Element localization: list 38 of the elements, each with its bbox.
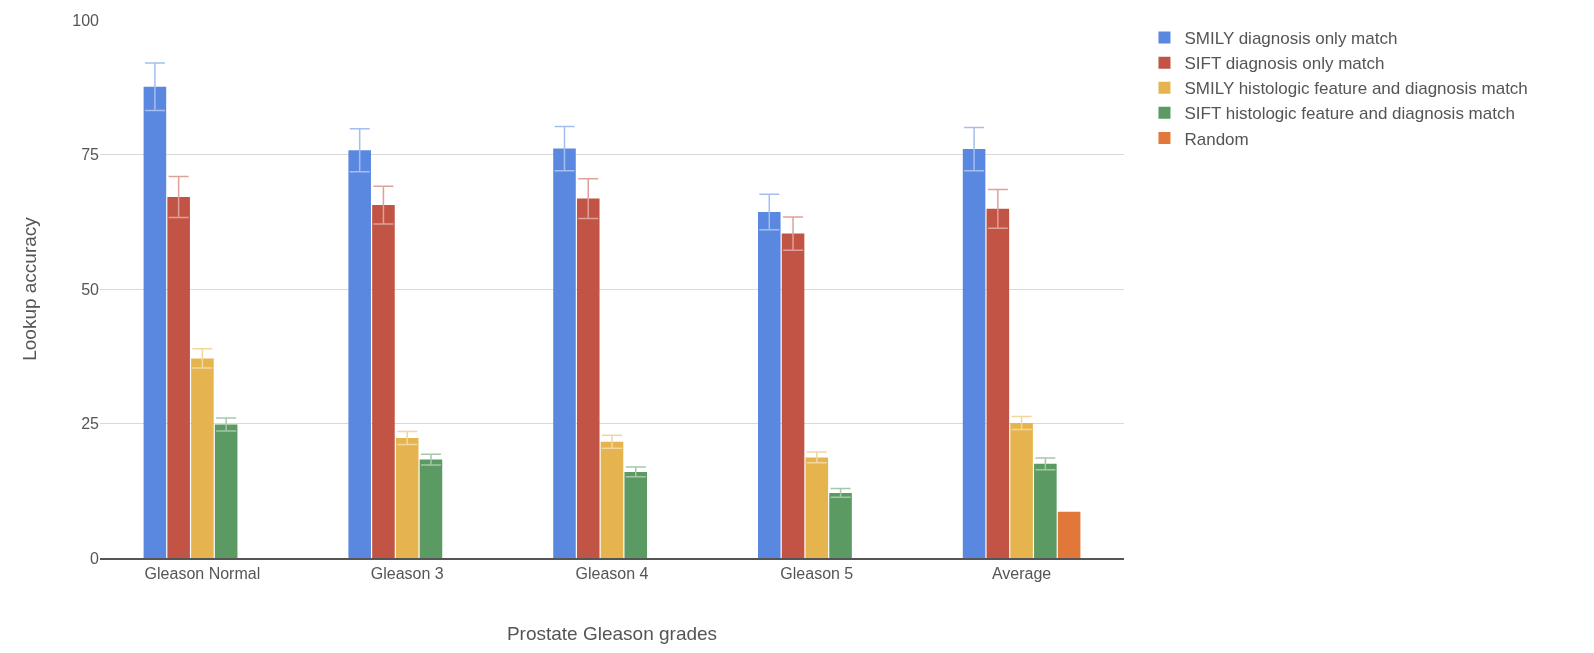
legend-label: Random [1184, 129, 1249, 149]
bar [758, 212, 781, 558]
x-axis-title: Prostate Gleason grades [506, 622, 718, 644]
bar [214, 424, 238, 558]
bar [805, 457, 829, 558]
bar [1034, 463, 1057, 558]
y-axis-title: Lookup accuracy [19, 216, 41, 361]
y-tick-label: 50 [81, 280, 100, 298]
bar [1010, 422, 1033, 558]
bar [419, 459, 443, 558]
bar [167, 197, 190, 558]
bar [395, 438, 419, 558]
legend-label: SIFT diagnosis only match [1184, 54, 1385, 74]
y-tick-label: 100 [72, 11, 100, 29]
bar [624, 471, 648, 558]
bar [1057, 511, 1081, 558]
legend-label: SMILY diagnosis only match [1184, 29, 1398, 49]
legend-label: SIFT histologic feature and diagnosis match [1184, 104, 1515, 124]
y-tick-label: 25 [81, 415, 100, 433]
bar [829, 492, 852, 558]
x-tick-label: Gleason 3 [370, 565, 444, 583]
bar [553, 148, 576, 558]
bar [576, 198, 600, 558]
x-tick-label: Gleason Normal [144, 565, 261, 583]
bar [372, 205, 395, 558]
y-tick-label: 0 [90, 549, 100, 567]
x-tick-label: Gleason 4 [575, 565, 649, 583]
bar [781, 233, 805, 558]
legend-label: SMILY histologic feature and diagnosis match [1184, 79, 1528, 99]
bar [962, 149, 986, 558]
bar [600, 441, 624, 558]
bar [986, 208, 1010, 558]
x-tick-label: Gleason 5 [780, 565, 854, 583]
y-tick-label: 75 [81, 146, 100, 164]
bar [348, 150, 371, 558]
x-tick-label: Average [991, 565, 1052, 583]
bar [143, 86, 167, 558]
bar [191, 358, 214, 558]
